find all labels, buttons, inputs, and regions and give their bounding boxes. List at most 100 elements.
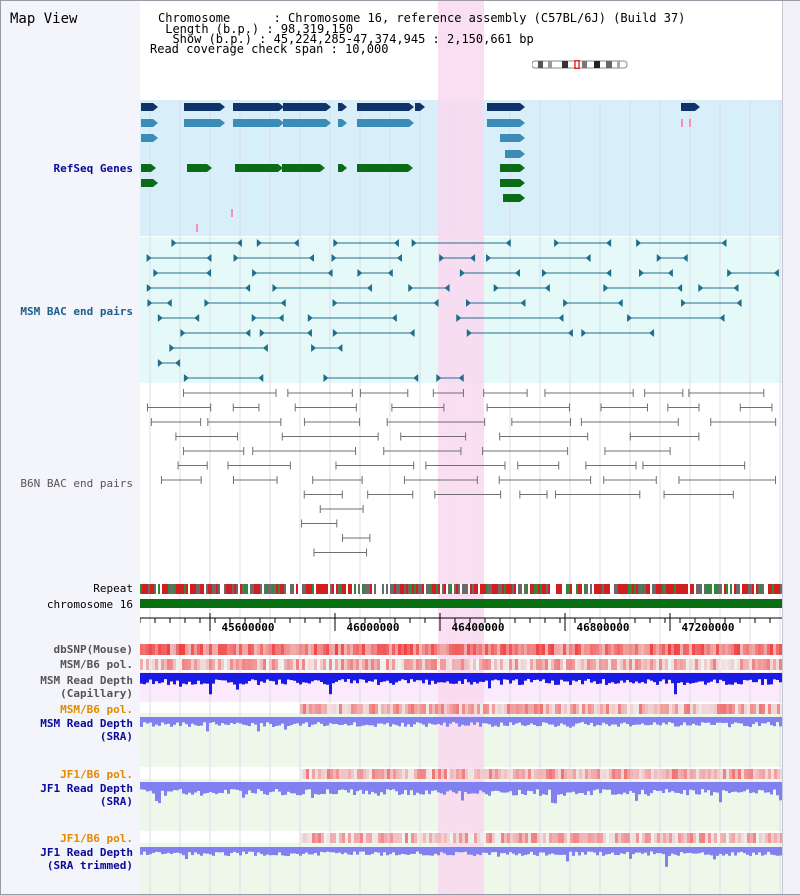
read-depth-bar xyxy=(434,782,437,791)
read-depth-bar xyxy=(740,847,743,852)
repeat-element xyxy=(712,584,714,594)
polymorphism-cell xyxy=(708,769,711,779)
read-depth-bar xyxy=(260,847,263,855)
msm-bac-end xyxy=(456,314,462,322)
read-depth-bar xyxy=(671,673,674,684)
chromosome-ideogram[interactable] xyxy=(531,54,628,70)
polymorphism-cell xyxy=(611,659,614,670)
polymorphism-cell xyxy=(614,644,617,655)
polymorphism-cell xyxy=(765,704,768,714)
polymorphism-cell xyxy=(747,704,750,714)
read-depth-bar xyxy=(152,782,155,794)
read-depth-bar xyxy=(365,717,368,725)
read-depth-bar xyxy=(635,717,638,725)
polymorphism-cell xyxy=(371,659,374,670)
polymorphism-cell xyxy=(377,659,380,670)
polymorphism-cell xyxy=(239,644,242,655)
polymorphism-cell xyxy=(701,644,704,655)
polymorphism-cell xyxy=(263,644,266,655)
polymorphism-cell xyxy=(494,644,497,655)
read-depth-bar xyxy=(683,673,686,685)
polymorphism-cell xyxy=(653,644,656,655)
polymorphism-cell xyxy=(164,659,167,670)
polymorphism-cell xyxy=(552,769,555,779)
polymorphism-cell xyxy=(633,769,636,779)
polymorphism-cell xyxy=(461,659,464,670)
read-depth-bar xyxy=(524,847,527,855)
repeat-element xyxy=(210,584,212,594)
read-depth-bar xyxy=(350,782,353,790)
read-depth-bar xyxy=(566,847,569,862)
read-depth-bar xyxy=(227,673,230,683)
read-depth-bar xyxy=(608,673,611,684)
polymorphism-cell xyxy=(564,769,567,779)
polymorphism-cell xyxy=(615,704,618,714)
read-depth-bar xyxy=(779,847,782,856)
polymorphism-cell xyxy=(224,659,227,670)
polymorphism-cell xyxy=(594,704,597,714)
polymorphism-cell xyxy=(456,769,459,779)
gene-strand-arrow xyxy=(151,164,156,172)
read-depth-bar xyxy=(233,673,236,685)
repeat-element xyxy=(608,584,610,594)
repeat-element xyxy=(546,584,548,594)
polymorphism-cell xyxy=(351,704,354,714)
read-depth-bar xyxy=(374,717,377,727)
polymorphism-cell xyxy=(681,704,684,714)
label-jf1-depth-trimmed-sub: (SRA trimmed) xyxy=(46,859,133,872)
polymorphism-cell xyxy=(530,644,533,655)
read-depth-bar xyxy=(491,717,494,727)
read-depth-bar xyxy=(263,847,266,856)
polymorphism-cell xyxy=(336,704,339,714)
polymorphism-cell xyxy=(702,704,705,714)
polymorphism-cell xyxy=(419,659,422,670)
repeat-element xyxy=(680,584,682,594)
read-depth-bar xyxy=(557,717,560,726)
read-depth-bar xyxy=(551,847,554,854)
msm-bac-end xyxy=(719,314,725,322)
read-depth-bar xyxy=(536,673,539,680)
repeat-element xyxy=(642,584,644,594)
refseq-gene xyxy=(141,119,153,127)
polymorphism-cell xyxy=(582,769,585,779)
polymorphism-cell xyxy=(188,644,191,655)
polymorphism-cell xyxy=(512,659,515,670)
read-depth-bar xyxy=(485,717,488,724)
read-depth-bar xyxy=(734,782,737,792)
read-depth-bar xyxy=(359,673,362,680)
read-depth-bar xyxy=(374,782,377,794)
label-msm-b6-pol-2: MSM/B6 pol. xyxy=(60,703,133,716)
repeat-element xyxy=(652,584,654,594)
polymorphism-cell xyxy=(593,659,596,670)
tracks-canvas[interactable]: 45600000 46000000 46400000 46800000 47200000 xyxy=(140,1,782,894)
gene-strand-arrow xyxy=(278,164,283,172)
polymorphism-cell xyxy=(668,644,671,655)
track-area[interactable]: 45600000 46000000 46400000 46800000 47200000 xyxy=(140,1,782,894)
repeat-element xyxy=(420,584,422,594)
read-depth-bar xyxy=(239,673,242,684)
read-depth-bar xyxy=(644,782,647,795)
read-depth-bar xyxy=(464,847,467,852)
read-depth-bar xyxy=(677,847,680,856)
read-depth-bar xyxy=(593,717,596,727)
refseq-gene xyxy=(233,119,279,127)
polymorphism-cell xyxy=(429,833,432,843)
polymorphism-cell xyxy=(750,769,753,779)
read-depth-bar xyxy=(281,717,284,724)
read-depth-bar xyxy=(650,673,653,681)
repeat-element xyxy=(354,584,356,594)
polymorphism-cell xyxy=(552,833,555,843)
refseq-gene xyxy=(184,119,220,127)
polymorphism-cell xyxy=(405,833,408,843)
polymorphism-cell xyxy=(587,659,590,670)
polymorphism-cell xyxy=(333,769,336,779)
polymorphism-cell xyxy=(405,704,408,714)
msm-bac-end xyxy=(627,314,633,322)
polymorphism-cell xyxy=(722,659,725,670)
read-depth-bar xyxy=(140,847,143,855)
polymorphism-cell xyxy=(176,659,179,670)
repeat-element xyxy=(266,584,268,594)
polymorphism-cell xyxy=(479,644,482,655)
polymorphism-cell xyxy=(230,644,233,655)
read-depth-bar xyxy=(152,847,155,853)
